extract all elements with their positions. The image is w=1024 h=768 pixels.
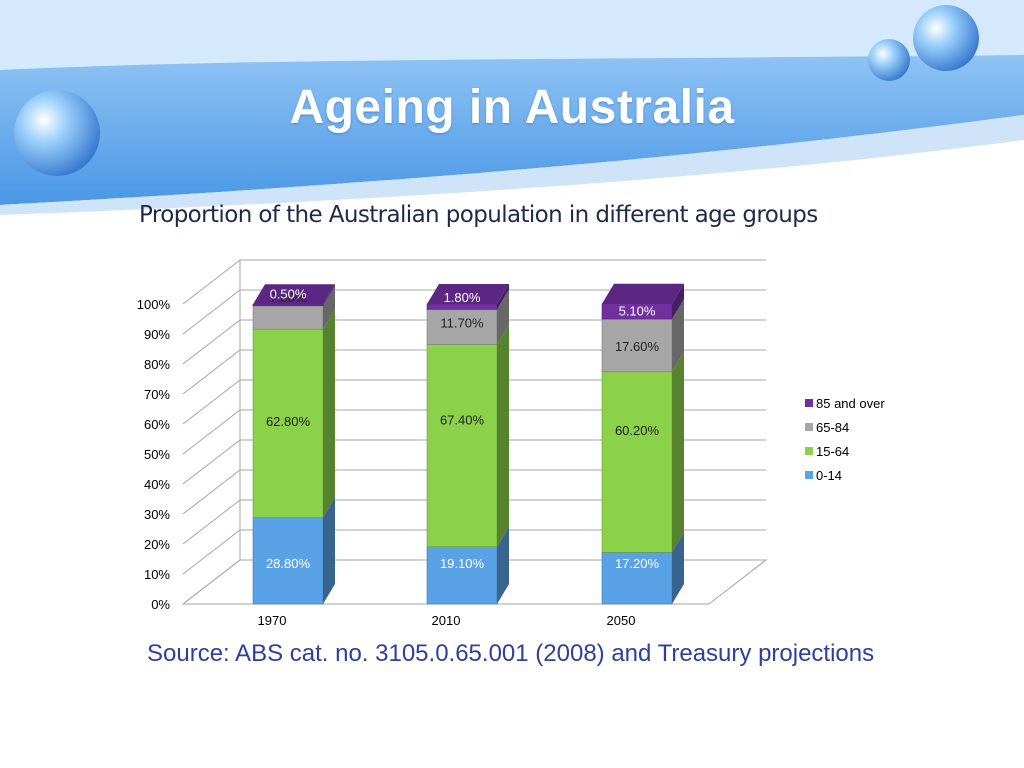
x-category-label: 2050 <box>607 613 636 628</box>
gridline <box>182 409 766 455</box>
gridline <box>182 379 766 425</box>
y-axis-ticks: 0% 10% 20% 30% 40% 50% 60% 70% 80% 90% 100% <box>137 297 171 612</box>
y-tick-label: 70% <box>144 387 170 402</box>
x-axis-categories: 1970 2010 2050 <box>258 613 636 628</box>
bar-face <box>252 328 324 518</box>
stacked-bar-chart: 0% 10% 20% 30% 40% 50% 60% 70% 80% 90% 100% 28.80%… <box>137 259 885 628</box>
bar-side <box>323 309 335 518</box>
y-tick-label: 50% <box>144 447 170 462</box>
gridline <box>182 319 766 365</box>
bar-side <box>672 532 684 604</box>
data-label: 17.60% <box>615 339 660 354</box>
gridline <box>182 349 766 395</box>
gridline <box>182 469 766 515</box>
bar-top <box>427 284 509 304</box>
bar-face <box>426 309 498 345</box>
chart-subtitle: Proportion of the Australian population … <box>139 202 818 228</box>
gridline <box>182 559 766 605</box>
bar-top <box>253 284 335 305</box>
gridline <box>182 499 766 545</box>
legend-swatch <box>805 423 813 431</box>
bar-side <box>497 289 509 345</box>
bar-side <box>672 283 684 319</box>
y-tick-label: 60% <box>144 417 170 432</box>
data-label: 28.80% <box>266 556 311 571</box>
y-tick-label: 30% <box>144 507 170 522</box>
bar-segment <box>601 351 684 553</box>
data-label: 17.20% <box>615 556 660 571</box>
y-tick-label: 10% <box>144 567 170 582</box>
data-label: 62.80% <box>266 414 311 429</box>
bar-side <box>497 324 509 547</box>
gridline <box>182 259 766 305</box>
header-banner <box>0 0 1024 215</box>
orb-right-small-decoration <box>868 39 910 81</box>
bar-segment <box>601 532 684 605</box>
bar-side <box>323 284 335 306</box>
x-category-label: 2010 <box>432 613 461 628</box>
bar-segment <box>252 284 335 307</box>
data-label: 5.10% <box>619 304 656 319</box>
bar-side <box>497 526 509 604</box>
bar-side <box>497 284 509 310</box>
data-label: 19.10% <box>440 556 485 571</box>
bar-side <box>672 299 684 372</box>
y-tick-label: 100% <box>137 297 171 312</box>
legend-swatch <box>805 471 813 479</box>
y-tick-label: 90% <box>144 327 170 342</box>
bar-face <box>252 305 324 330</box>
gridline <box>182 439 766 485</box>
bar-face <box>426 344 498 547</box>
y-tick-label: 0% <box>151 597 170 612</box>
bar-segment <box>601 299 684 373</box>
bar-segment <box>426 324 509 547</box>
legend-swatch <box>805 399 813 407</box>
legend: 85 and over 65-84 15-64 0-14 <box>805 396 885 483</box>
y-tick-label: 40% <box>144 477 170 492</box>
source-note: Source: ABS cat. no. 3105.0.65.001 (2008… <box>147 640 875 667</box>
bar-side <box>323 497 335 604</box>
data-label: 0.50% <box>270 286 307 301</box>
gridline <box>182 289 766 335</box>
data-label: 7.80% <box>270 290 307 305</box>
legend-item: 15-64 <box>805 444 849 459</box>
data-labels: 28.80% 62.80% 7.80%0.50% 19.10% 67.40% 11.70%… <box>266 286 660 571</box>
gridline <box>182 529 766 575</box>
data-label: 60.20% <box>615 423 660 438</box>
bar-side <box>672 351 684 553</box>
legend-label: 65-84 <box>816 420 849 435</box>
bar-segment <box>252 497 335 605</box>
bar-segment <box>601 283 684 320</box>
bar-segment <box>426 289 509 345</box>
y-tick-label: 80% <box>144 357 170 372</box>
legend-item: 0-14 <box>805 468 842 483</box>
legend-swatch <box>805 447 813 455</box>
legend-item: 85 and over <box>805 396 885 411</box>
orb-left-decoration <box>14 90 100 176</box>
data-label: 11.70% <box>440 315 484 330</box>
y-tick-label: 20% <box>144 537 170 552</box>
bar-side <box>323 285 335 330</box>
bar-face <box>601 552 673 605</box>
data-label: 67.40% <box>440 413 485 428</box>
bar-top <box>602 283 684 304</box>
bars <box>252 283 684 605</box>
legend-label: 15-64 <box>816 444 849 459</box>
legend-item: 65-84 <box>805 420 849 435</box>
bar-segment <box>252 309 335 518</box>
x-category-label: 1970 <box>258 613 287 628</box>
bar-segment <box>426 284 509 310</box>
bar-face <box>252 517 324 605</box>
data-label: 1.80% <box>444 290 481 305</box>
bar-face <box>601 371 673 553</box>
legend-label: 85 and over <box>816 396 885 411</box>
slide-title: Ageing in Australia <box>289 81 735 134</box>
orb-right-large-decoration <box>913 5 979 71</box>
legend-label: 0-14 <box>816 468 842 483</box>
bar-face <box>601 318 673 373</box>
